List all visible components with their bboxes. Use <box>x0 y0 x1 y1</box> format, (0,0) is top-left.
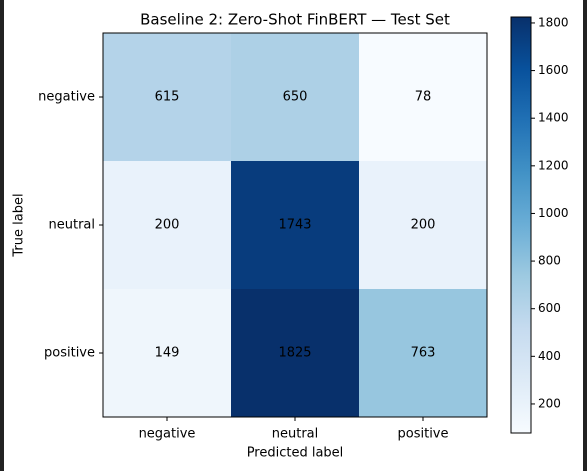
colorbar <box>510 16 532 434</box>
cell-label: 200 <box>411 218 436 233</box>
y-axis-label: True label <box>12 193 27 257</box>
y-tick-label: positive <box>44 346 95 361</box>
cell-label: 650 <box>283 90 308 105</box>
frame-right <box>583 0 587 471</box>
frame-left <box>0 0 4 471</box>
heatmap-cell <box>103 289 231 417</box>
colorbar-tick-label: 1200 <box>538 158 569 172</box>
y-tick-label: neutral <box>49 218 96 233</box>
heatmap-cell <box>103 33 231 161</box>
x-tick-label: positive <box>398 427 449 442</box>
cell-label: 149 <box>155 346 180 361</box>
colorbar-tick-label: 1800 <box>538 15 569 29</box>
chart-title: Baseline 2: Zero-Shot FinBERT — Test Set <box>140 11 450 29</box>
cell-label: 763 <box>411 346 436 361</box>
cell-label: 1825 <box>278 346 311 361</box>
heatmap-cell <box>231 289 359 417</box>
cell-label: 78 <box>415 90 432 105</box>
heatmap-cell <box>359 161 487 289</box>
colorbar-tick-label: 400 <box>538 349 561 363</box>
x-tick-label: neutral <box>272 427 319 442</box>
colorbar-tick-label: 200 <box>538 396 561 410</box>
colorbar-tick-label: 1000 <box>538 206 569 220</box>
heatmap-cell <box>231 161 359 289</box>
x-tick-label: negative <box>139 427 196 442</box>
colorbar-tick-label: 1600 <box>538 63 569 77</box>
colorbar-tick-label: 800 <box>538 254 561 268</box>
heatmap-cell <box>103 161 231 289</box>
heatmap-cell <box>231 33 359 161</box>
colorbar-tick-label: 1400 <box>538 111 569 125</box>
cell-label: 1743 <box>278 218 311 233</box>
cell-label: 200 <box>155 218 180 233</box>
y-tick-label: negative <box>38 90 95 105</box>
cell-label: 615 <box>155 90 180 105</box>
x-axis-label: Predicted label <box>247 446 344 461</box>
heatmap-cell <box>359 33 487 161</box>
colorbar-tick-label: 600 <box>538 301 561 315</box>
heatmap-cell <box>359 289 487 417</box>
